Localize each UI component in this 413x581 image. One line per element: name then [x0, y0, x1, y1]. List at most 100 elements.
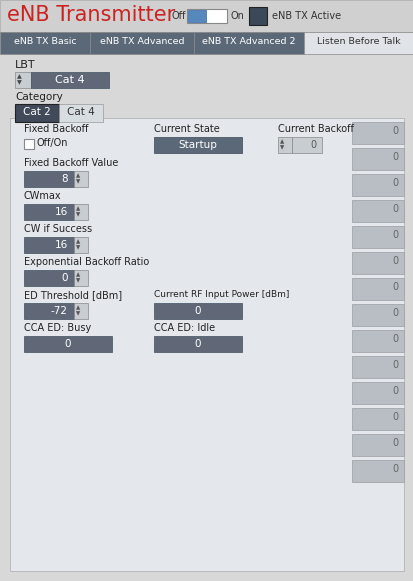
Text: Cat 4: Cat 4	[55, 75, 85, 85]
Text: eNB TX Advanced: eNB TX Advanced	[100, 37, 184, 46]
Text: ▲: ▲	[17, 74, 22, 79]
Text: ▼: ▼	[76, 179, 80, 184]
Text: ▲: ▲	[76, 305, 80, 310]
Text: 16: 16	[55, 207, 68, 217]
Bar	[24, 237, 74, 253]
Bar	[351, 460, 403, 482]
Bar	[351, 122, 403, 144]
Bar	[351, 356, 403, 378]
Text: ▼: ▼	[279, 145, 284, 150]
Text: 0: 0	[392, 438, 398, 448]
Text: Exponential Backoff Ratio: Exponential Backoff Ratio	[24, 257, 149, 267]
Bar	[24, 303, 74, 319]
Bar	[59, 104, 103, 122]
Bar	[10, 118, 403, 571]
Text: -72: -72	[51, 306, 68, 316]
Bar	[90, 32, 194, 54]
Text: Current Backoff: Current Backoff	[277, 124, 353, 134]
Text: CWmax: CWmax	[24, 191, 62, 201]
Text: 0: 0	[392, 178, 398, 188]
Text: 0: 0	[392, 126, 398, 136]
Text: ▼: ▼	[76, 212, 80, 217]
Bar	[24, 336, 112, 352]
Text: 0: 0	[392, 308, 398, 318]
Text: 0: 0	[392, 204, 398, 214]
Text: eNB TX Basic: eNB TX Basic	[14, 37, 76, 46]
Text: Fixed Backoff Value: Fixed Backoff Value	[24, 158, 118, 168]
Text: ▲: ▲	[76, 173, 80, 178]
Bar	[74, 270, 88, 286]
Text: ▲: ▲	[76, 239, 80, 244]
Bar	[351, 148, 403, 170]
Text: On: On	[230, 11, 244, 21]
Bar	[154, 137, 242, 153]
Text: Cat 2: Cat 2	[23, 107, 51, 117]
Text: 16: 16	[55, 240, 68, 250]
Bar	[0, 0, 413, 32]
Text: Off: Off	[171, 11, 186, 21]
Text: 0: 0	[392, 412, 398, 422]
Bar	[154, 336, 242, 352]
Bar	[74, 237, 88, 253]
Text: 0: 0	[392, 256, 398, 266]
Text: 0: 0	[392, 334, 398, 344]
Text: Startup: Startup	[178, 140, 217, 150]
Text: ▼: ▼	[76, 311, 80, 316]
Text: ▲: ▲	[76, 206, 80, 211]
Bar	[194, 32, 303, 54]
Text: CCA ED: Busy: CCA ED: Busy	[24, 323, 91, 333]
Text: ED Threshold [dBm]: ED Threshold [dBm]	[24, 290, 122, 300]
Text: Fixed Backoff: Fixed Backoff	[24, 124, 88, 134]
Text: 0: 0	[392, 464, 398, 474]
Bar	[24, 171, 74, 187]
Bar	[351, 226, 403, 248]
Text: Off/On: Off/On	[37, 138, 68, 148]
Text: 0: 0	[392, 230, 398, 240]
Text: ▼: ▼	[76, 245, 80, 250]
Bar	[351, 174, 403, 196]
Bar	[24, 270, 74, 286]
Bar	[31, 72, 109, 88]
Text: 0: 0	[392, 360, 398, 370]
Text: 0: 0	[194, 306, 201, 316]
Bar	[351, 278, 403, 300]
Bar	[351, 408, 403, 430]
Text: 0: 0	[392, 282, 398, 292]
Text: ▲: ▲	[279, 139, 284, 144]
Text: 8: 8	[61, 174, 68, 184]
Text: 0: 0	[194, 339, 201, 349]
Text: CCA ED: Idle: CCA ED: Idle	[154, 323, 215, 333]
Bar	[351, 252, 403, 274]
Text: ▼: ▼	[76, 278, 80, 283]
Bar	[351, 382, 403, 404]
Text: Current RF Input Power [dBm]: Current RF Input Power [dBm]	[154, 290, 289, 299]
Bar	[351, 200, 403, 222]
Text: 0: 0	[64, 339, 71, 349]
Bar	[15, 72, 31, 88]
Bar	[248, 7, 266, 25]
Text: Listen Before Talk: Listen Before Talk	[316, 37, 400, 46]
Bar	[351, 304, 403, 326]
Bar	[74, 171, 88, 187]
Text: LBT: LBT	[15, 60, 36, 70]
Text: eNB TX Active: eNB TX Active	[271, 11, 340, 21]
Text: eNB Transmitter: eNB Transmitter	[7, 5, 175, 25]
Text: ▲: ▲	[76, 272, 80, 277]
Text: 0: 0	[310, 140, 316, 150]
Text: CW if Success: CW if Success	[24, 224, 92, 234]
Text: Current State: Current State	[154, 124, 219, 134]
Bar	[154, 303, 242, 319]
Text: 0: 0	[392, 152, 398, 162]
Text: ▼: ▼	[17, 80, 22, 85]
Bar	[187, 9, 226, 23]
Bar	[351, 330, 403, 352]
Bar	[303, 32, 413, 54]
Bar	[0, 32, 90, 54]
Text: Cat 4: Cat 4	[67, 107, 95, 117]
Text: 0: 0	[62, 273, 68, 283]
Bar	[291, 137, 321, 153]
Text: Category: Category	[15, 92, 63, 102]
Bar	[188, 10, 206, 22]
Text: 0: 0	[392, 386, 398, 396]
Bar	[24, 139, 34, 149]
